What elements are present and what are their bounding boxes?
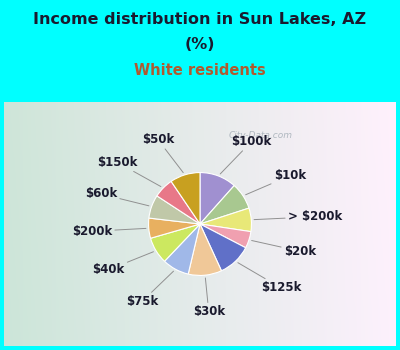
Text: $60k: $60k	[85, 188, 149, 206]
Text: City-Data.com: City-Data.com	[229, 131, 293, 140]
Text: $150k: $150k	[97, 156, 161, 187]
Wedge shape	[188, 224, 222, 275]
Text: $30k: $30k	[193, 278, 225, 318]
Text: (%): (%)	[185, 37, 215, 52]
Wedge shape	[150, 224, 200, 261]
Wedge shape	[157, 181, 200, 224]
Text: $10k: $10k	[246, 169, 306, 195]
Wedge shape	[200, 224, 246, 271]
Wedge shape	[171, 173, 200, 224]
Text: $200k: $200k	[72, 225, 146, 238]
Wedge shape	[200, 186, 249, 224]
Wedge shape	[149, 196, 200, 224]
Wedge shape	[200, 173, 234, 224]
Text: > $200k: > $200k	[254, 210, 342, 223]
Wedge shape	[200, 224, 251, 248]
Text: $20k: $20k	[252, 240, 316, 258]
Text: White residents: White residents	[134, 63, 266, 78]
Text: $100k: $100k	[220, 135, 272, 174]
Wedge shape	[200, 208, 252, 232]
Text: $125k: $125k	[238, 263, 301, 294]
Wedge shape	[164, 224, 200, 274]
Text: Income distribution in Sun Lakes, AZ: Income distribution in Sun Lakes, AZ	[34, 12, 366, 27]
Text: $50k: $50k	[142, 133, 183, 173]
Text: $75k: $75k	[126, 271, 174, 308]
Wedge shape	[148, 218, 200, 238]
Text: $40k: $40k	[92, 252, 154, 276]
